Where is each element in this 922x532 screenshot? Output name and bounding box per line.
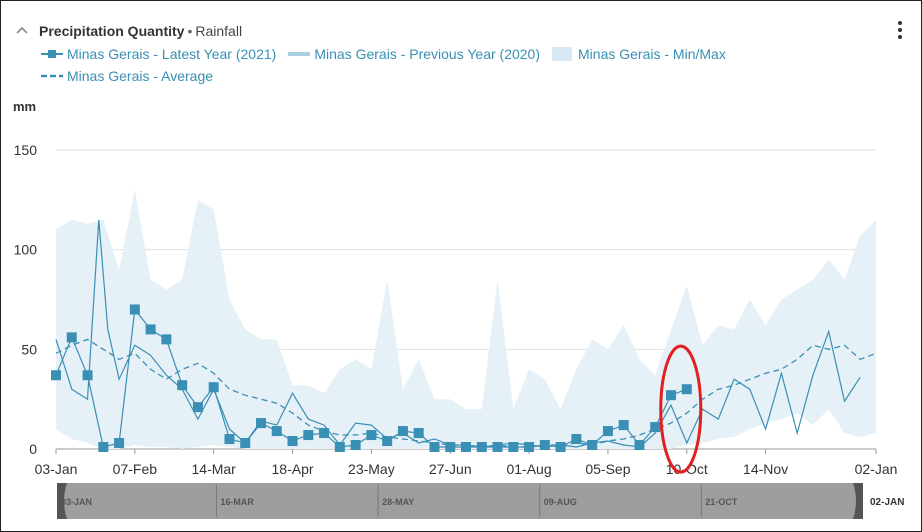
latest-year-marker bbox=[303, 430, 314, 441]
latest-year-marker bbox=[382, 436, 393, 447]
light-line-icon bbox=[288, 52, 311, 56]
legend-label: Minas Gerais - Average bbox=[67, 68, 214, 84]
legend-label: Minas Gerais - Min/Max bbox=[578, 46, 726, 62]
legend-item-latest-year[interactable]: Minas Gerais - Latest Year (2021) bbox=[41, 46, 276, 62]
navigator-right-handle[interactable] bbox=[853, 483, 863, 519]
y-tick-label: 0 bbox=[29, 441, 37, 457]
x-tick-label: 01-Aug bbox=[506, 461, 551, 477]
latest-year-marker bbox=[571, 434, 582, 445]
latest-year-marker bbox=[114, 438, 125, 449]
x-tick-label: 03-Jan bbox=[35, 461, 78, 477]
latest-year-marker bbox=[524, 442, 535, 453]
navigator-label: 28-MAY bbox=[382, 497, 414, 507]
y-tick-label: 100 bbox=[14, 242, 38, 258]
latest-year-marker bbox=[161, 334, 172, 345]
latest-year-marker bbox=[366, 430, 377, 441]
navigator-left-handle[interactable] bbox=[57, 483, 67, 519]
chart-subtitle: Rainfall bbox=[195, 23, 243, 39]
latest-year-marker bbox=[413, 428, 424, 439]
latest-year-marker bbox=[271, 426, 282, 437]
chart-title: Precipitation Quantity bbox=[39, 23, 185, 39]
latest-year-marker bbox=[618, 420, 629, 431]
latest-year-marker bbox=[555, 442, 566, 453]
legend-label: Minas Gerais - Previous Year (2020) bbox=[314, 46, 541, 62]
latest-year-marker bbox=[129, 304, 140, 315]
navigator-track bbox=[57, 483, 863, 519]
latest-year-marker bbox=[334, 442, 345, 453]
latest-year-marker bbox=[634, 440, 645, 451]
legend-item-previous-year[interactable]: Minas Gerais - Previous Year (2020) bbox=[288, 46, 540, 62]
latest-year-marker bbox=[666, 390, 676, 401]
x-tick-label: 07-Feb bbox=[113, 461, 158, 477]
latest-year-marker bbox=[287, 436, 298, 447]
latest-year-marker bbox=[192, 402, 203, 413]
navigator-label: 09-AUG bbox=[544, 497, 577, 507]
x-tick-label: 05-Sep bbox=[585, 461, 630, 477]
latest-year-marker bbox=[224, 434, 235, 445]
latest-year-marker bbox=[66, 332, 77, 343]
latest-year-marker bbox=[476, 442, 487, 453]
latest-year-marker bbox=[256, 418, 266, 429]
line-square-marker-icon bbox=[41, 50, 63, 58]
chart-header: Precipitation Quantity • Rainfall bbox=[15, 21, 242, 41]
x-tick-label: 27-Jun bbox=[429, 461, 472, 477]
latest-year-marker bbox=[461, 442, 471, 453]
latest-year-marker bbox=[177, 380, 188, 391]
navigator-end-label: 02-JAN bbox=[870, 497, 904, 508]
latest-year-marker bbox=[445, 442, 456, 453]
legend-label: Minas Gerais - Latest Year (2021) bbox=[67, 46, 277, 62]
latest-year-marker bbox=[319, 428, 330, 439]
more-options-icon[interactable] bbox=[895, 21, 905, 43]
latest-year-marker bbox=[98, 442, 109, 453]
x-tick-label: 23-May bbox=[348, 461, 395, 477]
latest-year-marker bbox=[587, 440, 598, 451]
latest-year-marker bbox=[397, 426, 408, 437]
latest-year-marker bbox=[492, 442, 503, 453]
x-tick-label: 18-Apr bbox=[272, 461, 314, 477]
y-tick-label: 150 bbox=[14, 142, 38, 158]
min-max-band bbox=[56, 189, 876, 449]
latest-year-marker bbox=[82, 370, 93, 381]
latest-year-marker bbox=[681, 384, 692, 395]
title-separator: • bbox=[187, 23, 193, 39]
latest-year-marker bbox=[508, 442, 519, 453]
navigator-label: 21-OCT bbox=[705, 497, 738, 507]
x-tick-label: 14-Mar bbox=[192, 461, 237, 477]
y-axis-label: mm bbox=[13, 99, 37, 114]
latest-year-marker bbox=[145, 324, 156, 335]
chart-legend: Minas Gerais - Latest Year (2021) Minas … bbox=[41, 43, 841, 87]
x-tick-label: 14-Nov bbox=[743, 461, 788, 477]
x-tick-label: 02-Jan bbox=[855, 461, 898, 477]
dashed-line-icon bbox=[41, 74, 63, 78]
legend-item-average[interactable]: Minas Gerais - Average bbox=[41, 68, 213, 84]
legend-item-min-max[interactable]: Minas Gerais - Min/Max bbox=[552, 46, 726, 62]
latest-year-marker bbox=[539, 440, 550, 451]
area-band-icon bbox=[552, 47, 573, 61]
collapse-chevron-icon[interactable] bbox=[15, 24, 29, 38]
latest-year-marker bbox=[602, 426, 613, 437]
latest-year-marker bbox=[429, 442, 440, 453]
navigator-label: 03-JAN bbox=[61, 497, 92, 507]
latest-year-marker bbox=[208, 382, 219, 393]
latest-year-marker bbox=[51, 370, 61, 381]
latest-year-marker bbox=[240, 438, 251, 449]
navigator-label: 16-MAR bbox=[220, 497, 254, 507]
y-tick-label: 50 bbox=[21, 341, 37, 357]
latest-year-marker bbox=[350, 440, 361, 451]
latest-year-marker bbox=[650, 422, 661, 433]
annotation-ellipse bbox=[659, 344, 703, 474]
